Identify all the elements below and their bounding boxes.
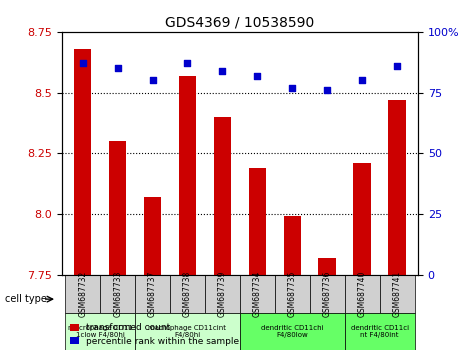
- FancyBboxPatch shape: [65, 313, 135, 350]
- FancyBboxPatch shape: [275, 275, 310, 313]
- Text: GSM687741: GSM687741: [392, 270, 401, 317]
- Bar: [109, 141, 126, 275]
- Text: GSM687734: GSM687734: [253, 270, 262, 317]
- FancyBboxPatch shape: [205, 275, 240, 313]
- Bar: [389, 100, 406, 275]
- Text: GSM687739: GSM687739: [218, 270, 227, 317]
- Text: GSM687738: GSM687738: [183, 270, 192, 317]
- FancyBboxPatch shape: [65, 275, 100, 313]
- Text: GSM687733: GSM687733: [113, 270, 122, 317]
- FancyBboxPatch shape: [240, 275, 275, 313]
- Point: [149, 78, 156, 83]
- Bar: [248, 168, 266, 275]
- FancyBboxPatch shape: [240, 313, 345, 350]
- Bar: [144, 197, 162, 275]
- Text: GSM687740: GSM687740: [358, 270, 367, 317]
- Bar: [284, 216, 301, 275]
- FancyBboxPatch shape: [100, 275, 135, 313]
- FancyBboxPatch shape: [310, 275, 345, 313]
- Point: [358, 78, 366, 83]
- Text: GSM687735: GSM687735: [288, 270, 297, 317]
- Point: [218, 68, 226, 74]
- FancyBboxPatch shape: [135, 313, 240, 350]
- Text: macrophage CD11cint
F4/80hi: macrophage CD11cint F4/80hi: [149, 325, 227, 338]
- FancyBboxPatch shape: [345, 313, 415, 350]
- Point: [254, 73, 261, 78]
- Legend: transformed count, percentile rank within the sample: transformed count, percentile rank withi…: [66, 320, 243, 349]
- Text: dendritic CD11ci
nt F4/80int: dendritic CD11ci nt F4/80int: [351, 325, 408, 338]
- Bar: [214, 117, 231, 275]
- Point: [323, 87, 331, 93]
- Text: cell type: cell type: [5, 294, 47, 304]
- FancyBboxPatch shape: [380, 275, 415, 313]
- Bar: [353, 163, 371, 275]
- Text: dendritic CD11chi
F4/80low: dendritic CD11chi F4/80low: [261, 325, 323, 338]
- FancyBboxPatch shape: [135, 275, 170, 313]
- Bar: [74, 49, 91, 275]
- Bar: [318, 258, 336, 275]
- Text: GSM687736: GSM687736: [323, 270, 332, 317]
- Point: [288, 85, 296, 91]
- Point: [79, 61, 86, 66]
- Text: GSM687737: GSM687737: [148, 270, 157, 317]
- Point: [114, 65, 122, 71]
- Point: [393, 63, 401, 69]
- Point: [184, 61, 191, 66]
- FancyBboxPatch shape: [345, 275, 380, 313]
- Text: GSM687732: GSM687732: [78, 270, 87, 317]
- FancyBboxPatch shape: [170, 275, 205, 313]
- Text: macrophage CD11
1clow F4/80hi: macrophage CD11 1clow F4/80hi: [68, 325, 133, 338]
- Bar: [179, 75, 196, 275]
- Title: GDS4369 / 10538590: GDS4369 / 10538590: [165, 15, 314, 29]
